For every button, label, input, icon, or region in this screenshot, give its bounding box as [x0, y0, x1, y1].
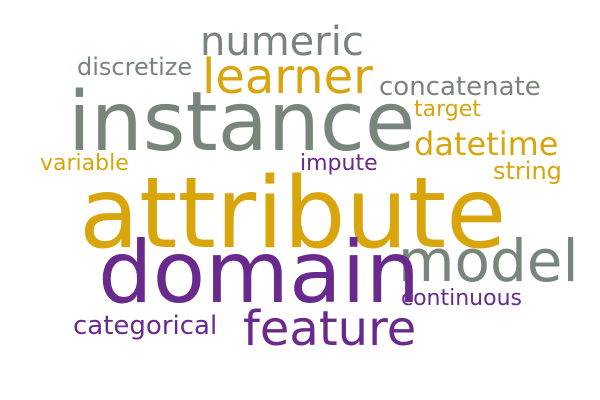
word-domain: domain — [98, 223, 421, 323]
word-variable: variable — [40, 151, 129, 176]
word-discretize: discretize — [77, 53, 193, 81]
word-target: target — [414, 97, 481, 122]
word-string: string — [493, 157, 562, 185]
word-attribute: attribute — [79, 157, 507, 271]
word-categorical: categorical — [73, 311, 218, 341]
word-learner: learner — [202, 49, 373, 105]
word-datetime: datetime — [414, 125, 559, 163]
word-concatenate: concatenate — [379, 72, 541, 102]
word-numeric: numeric — [200, 19, 364, 65]
word-instance: instance — [68, 75, 416, 170]
word-feature: feature — [243, 301, 417, 357]
word-impute: impute — [300, 151, 378, 176]
word-model: model — [398, 227, 579, 295]
word-continuous: continuous — [401, 286, 522, 311]
